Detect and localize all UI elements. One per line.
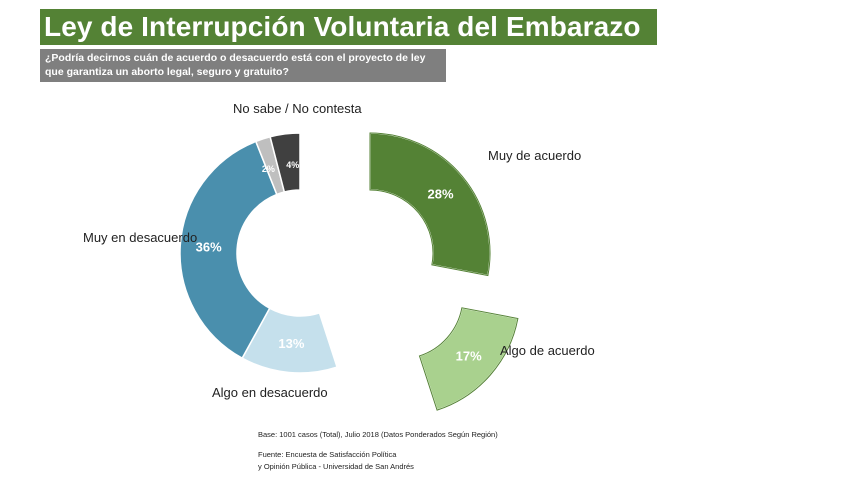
category-label-3: Muy en desacuerdo <box>83 230 197 245</box>
footnote-source-2: y Opinión Pública - Universidad de San A… <box>258 462 414 471</box>
slice-no-sabe-4 <box>269 132 301 193</box>
question-line-2: que garantiza un aborto legal, seguro y … <box>45 66 289 78</box>
data-label-0: 28% <box>427 187 453 202</box>
title-banner: Ley de Interrupción Voluntaria del Embar… <box>40 9 657 45</box>
category-label-2: Algo en desacuerdo <box>212 385 328 400</box>
slice-muy-en-desacuerdo <box>179 140 278 360</box>
data-label-5: 4% <box>286 160 299 170</box>
data-label-1: 17% <box>456 349 482 364</box>
question-banner: ¿Podría decirnos cuán de acuerdo o desac… <box>40 49 446 82</box>
footnote-source-1: Fuente: Encuesta de Satisfacción Polític… <box>258 450 397 459</box>
slice-muy-de-acuerdo <box>369 132 491 277</box>
category-label-0: Muy de acuerdo <box>488 148 581 163</box>
data-label-3: 36% <box>196 239 222 254</box>
footnote-base: Base: 1001 casos (Total), Julio 2018 (Da… <box>258 430 498 439</box>
category-label-4: No sabe / No contesta <box>233 101 362 116</box>
data-label-2: 13% <box>278 336 304 351</box>
chart-title: Ley de Interrupción Voluntaria del Embar… <box>44 11 641 42</box>
slice-muy-de-acuerdo-outline <box>369 132 491 277</box>
question-line-1: ¿Podría decirnos cuán de acuerdo o desac… <box>45 52 426 64</box>
category-label-1: Algo de acuerdo <box>500 343 595 358</box>
slice-algo-de-acuerdo-outline <box>418 307 519 411</box>
data-label-4: 2% <box>262 164 275 174</box>
